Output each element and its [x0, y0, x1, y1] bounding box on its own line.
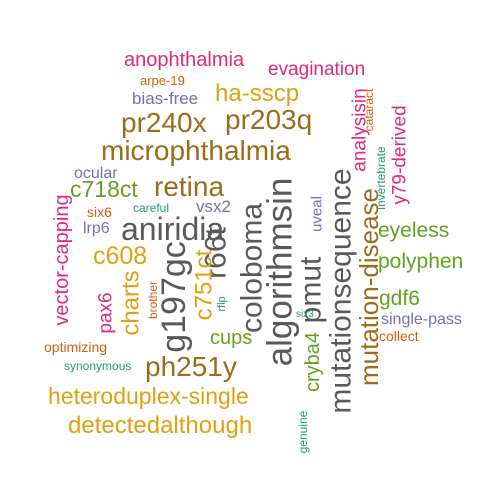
- word-single-pass: single-pass: [381, 311, 462, 328]
- word-uveal: uveal: [309, 196, 326, 232]
- word-ha-sscp: ha-sscp: [215, 80, 299, 107]
- word-coloboma: coloboma: [236, 203, 269, 333]
- word-c608: c608: [93, 242, 147, 270]
- word-aniridia: aniridia: [121, 211, 224, 247]
- word-g197gc: g197gc: [155, 241, 193, 353]
- word-arpe-19: arpe-19: [140, 73, 185, 88]
- word-vector-capping: vector-capping: [51, 194, 73, 325]
- word-retina: retina: [154, 171, 224, 202]
- word-eyeless: eyeless: [378, 219, 449, 242]
- word-bias-free: bias-free: [132, 89, 198, 108]
- word-r66t: r66t: [200, 226, 233, 278]
- word-polyphen: polyphen: [378, 250, 463, 273]
- word-analysisin: analysisin: [350, 88, 371, 171]
- word-collect: collect: [379, 328, 419, 344]
- word-pax6: pax6: [96, 292, 117, 333]
- word-heteroduplex-single: heteroduplex-single: [48, 383, 249, 409]
- word-detectedalthough: detectedalthough: [68, 412, 252, 439]
- word-pmut: pmut: [295, 256, 328, 323]
- word-lrp6: lrp6: [83, 220, 110, 237]
- word-pr203q: pr203q: [225, 104, 312, 135]
- word-charts: charts: [118, 270, 145, 335]
- word-c751ct: c751ct: [191, 249, 218, 320]
- word-anophthalmia: anophthalmia: [124, 49, 245, 71]
- word-ph251y: ph251y: [145, 351, 237, 382]
- word-optimizing: optimizing: [44, 339, 107, 355]
- word-synonymous: synonymous: [64, 359, 131, 373]
- word-careful: careful: [133, 201, 169, 215]
- word-rflp: rflp: [216, 296, 228, 311]
- word-cataract: cataract: [362, 88, 376, 131]
- word-invertebrate: invertebrate: [374, 146, 388, 210]
- word-pr240x: pr240x: [121, 107, 207, 138]
- word-cryba4: cryba4: [302, 332, 324, 392]
- word-genuine: genuine: [296, 410, 310, 453]
- word-y79-derived: y79-derived: [390, 105, 411, 204]
- word-microphthalmia: microphthalmia: [101, 135, 291, 166]
- word-six6: six6: [87, 204, 112, 220]
- word-six3: six3: [296, 309, 314, 320]
- word-mutationsequence: mutationsequence: [325, 168, 358, 413]
- word-gdf6: gdf6: [379, 287, 420, 310]
- word-c718ct: c718ct: [70, 176, 138, 202]
- word-brother: brother: [146, 281, 160, 319]
- word-ocular: ocular: [74, 165, 118, 182]
- word-vsx2: vsx2: [196, 197, 231, 216]
- word-cups: cups: [210, 327, 252, 349]
- word-mutation-disease: mutation-disease: [354, 188, 384, 386]
- word-algorithmsin: algorithmsin: [261, 178, 300, 367]
- word-evagination: evagination: [268, 59, 365, 80]
